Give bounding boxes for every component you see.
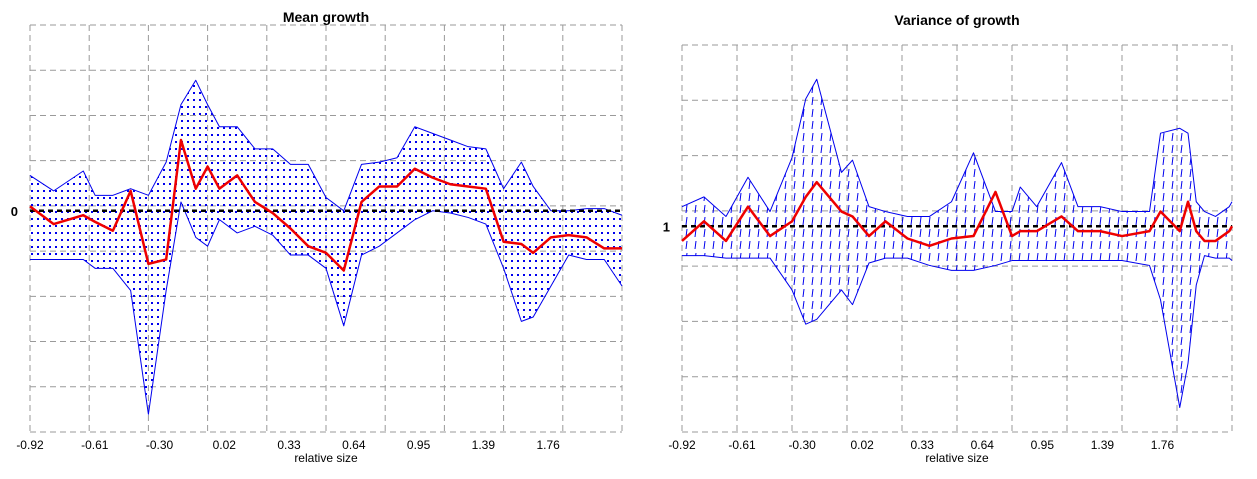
x-tick-label: 1.76: [1151, 438, 1175, 452]
confidence-band: [682, 79, 1232, 408]
x-tick-label: 0.02: [213, 438, 237, 452]
upper-bound-line: [29, 79, 623, 216]
chart-title: Variance of growth: [894, 12, 1019, 28]
x-axis-label: relative size: [294, 451, 358, 465]
x-tick-label: 0.64: [971, 438, 995, 452]
variance-of-growth-chart: 1 -0.92 -0.61 -0.30 0.02 0.33 0.64 0.95 1.39 1.76…: [663, 12, 1234, 465]
upper-bound-line: [681, 78, 1233, 217]
x-tick-label: 1.39: [1091, 438, 1115, 452]
lower-bound-line: [682, 255, 1233, 409]
x-tick-label: -0.30: [788, 438, 816, 452]
mean-growth-chart: 0 -0.92 -0.61 -0.30 0.02 0.33 0.64 0.95 1.39 1.76…: [11, 9, 623, 465]
x-tick-label: 0.33: [277, 438, 301, 452]
x-tick-label: 0.95: [1031, 438, 1055, 452]
lower-bound-line: [30, 201, 623, 415]
variance-of-growth-panel: 1 -0.92 -0.61 -0.30 0.02 0.33 0.64 0.95 1.39 1.76…: [640, 0, 1257, 479]
mean-growth-panel: 0 -0.92 -0.61 -0.30 0.02 0.33 0.64 0.95 1.39 1.76…: [0, 0, 628, 479]
x-tick-label: 0.02: [851, 438, 875, 452]
x-tick-label: -0.30: [146, 438, 174, 452]
mean-line: [681, 180, 1234, 248]
mean-line: [29, 138, 622, 272]
chart-title: Mean growth: [283, 9, 369, 25]
x-tick-label: -0.61: [728, 438, 756, 452]
x-tick-label: -0.92: [16, 438, 44, 452]
x-tick-label: -0.92: [668, 438, 696, 452]
x-tick-label: 1.76: [536, 438, 560, 452]
x-tick-label: 1.39: [472, 438, 496, 452]
x-tick-label: 0.95: [407, 438, 431, 452]
x-tick-label: 0.33: [911, 438, 935, 452]
x-tick-label: 0.64: [342, 438, 366, 452]
x-tick-label: -0.61: [81, 438, 109, 452]
reference-label: 0: [11, 204, 18, 219]
x-axis-label: relative size: [925, 451, 989, 465]
reference-label: 1: [663, 219, 670, 234]
